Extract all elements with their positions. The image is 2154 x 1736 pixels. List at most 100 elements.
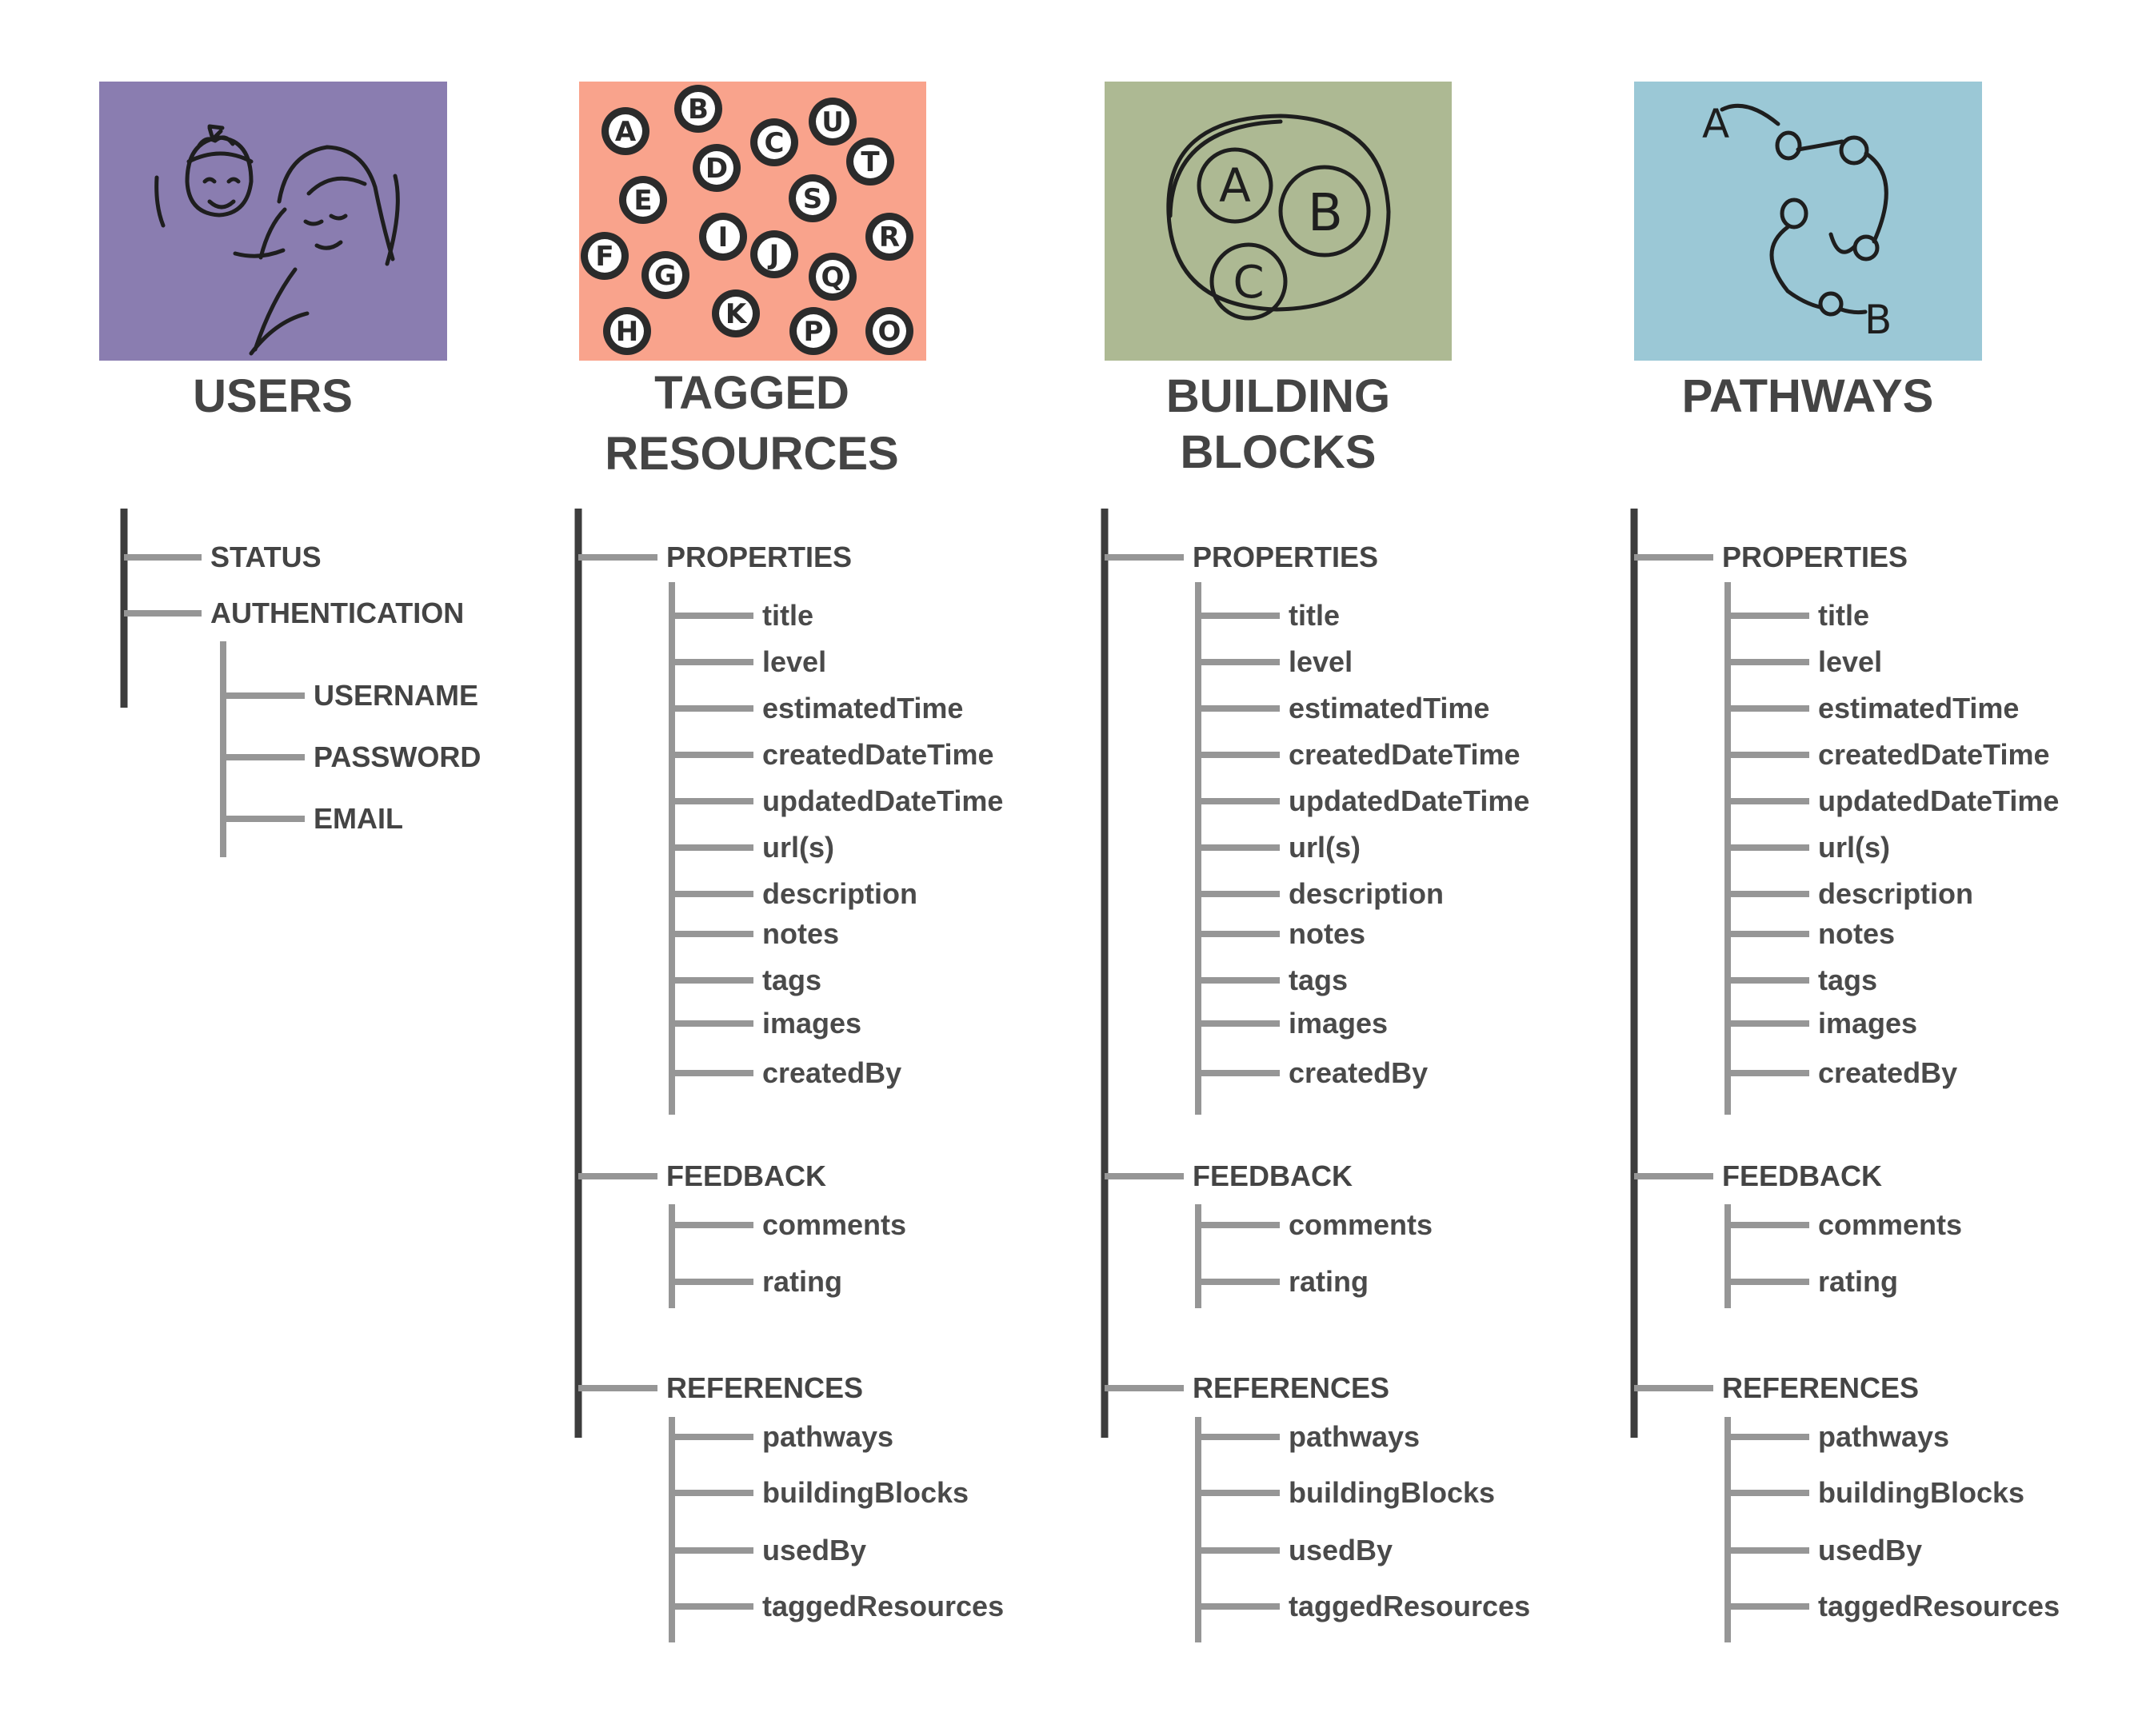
property-label: notes bbox=[762, 917, 839, 950]
property-label: images bbox=[1289, 1007, 1388, 1040]
tagged-resources-tree: PROPERTIES title level estimatedTime created… bbox=[574, 509, 1004, 1642]
users-email-label: EMAIL bbox=[314, 802, 403, 835]
tag-disc: U bbox=[809, 98, 857, 146]
pathways-title: PATHWAYS bbox=[1682, 370, 1934, 422]
tag-disc-letter: D bbox=[705, 153, 728, 185]
tag-disc-letter: O bbox=[878, 316, 901, 348]
property-label: url(s) bbox=[1818, 831, 1890, 864]
tag-disc: S bbox=[789, 174, 837, 222]
property-label: title bbox=[1289, 599, 1340, 632]
block-b-letter: B bbox=[1308, 184, 1343, 243]
tag-disc-letter: C bbox=[765, 127, 785, 159]
property-label: taggedResources bbox=[1289, 1590, 1530, 1622]
tag-disc-letter: I bbox=[718, 221, 729, 253]
property-label: createdBy bbox=[762, 1056, 901, 1089]
property-label: images bbox=[1818, 1007, 1917, 1040]
property-label: tags bbox=[1289, 964, 1348, 996]
pathways-column: A B PATHWAYS PROPERTIES title level estimat… bbox=[1630, 82, 2060, 1642]
tag-disc: R bbox=[865, 213, 913, 261]
nested-circles-abc-icon: A B C bbox=[1166, 114, 1391, 321]
users-column: USERS STATUS AUTHENTICATION USERNAME PAS… bbox=[99, 82, 481, 857]
property-label: description bbox=[1818, 877, 1973, 910]
property-label: title bbox=[1818, 599, 1869, 632]
property-label: usedBy bbox=[1289, 1534, 1393, 1566]
tag-disc: B bbox=[674, 85, 722, 133]
tag-disc: A bbox=[601, 107, 649, 155]
property-label: title bbox=[762, 599, 813, 632]
tag-disc: P bbox=[789, 307, 837, 355]
tag-disc-letter: S bbox=[803, 183, 823, 215]
tag-disc: G bbox=[641, 251, 689, 299]
property-label: level bbox=[1289, 645, 1353, 678]
property-label: createdBy bbox=[1289, 1056, 1428, 1089]
property-label: url(s) bbox=[1289, 831, 1361, 864]
property-label: tags bbox=[1818, 964, 1877, 996]
tag-disc: O bbox=[865, 307, 913, 355]
tag-disc-letter: T bbox=[861, 146, 880, 178]
property-label: comments bbox=[1289, 1208, 1433, 1241]
tag-disc: K bbox=[712, 289, 760, 337]
property-label: estimatedTime bbox=[1289, 692, 1489, 724]
property-label: tags bbox=[762, 964, 821, 996]
tag-disc-letter: A bbox=[615, 116, 637, 148]
property-label: description bbox=[762, 877, 917, 910]
section-label-references: REFERENCES bbox=[666, 1371, 863, 1404]
tag-disc-letter: E bbox=[633, 185, 652, 217]
section-label-references: REFERENCES bbox=[1193, 1371, 1389, 1404]
property-label: taggedResources bbox=[1818, 1590, 2060, 1622]
section-label-properties: PROPERTIES bbox=[666, 541, 852, 573]
tagged-resources-column: A B C UT D E S F G I J R Q H K P O TAGGED RESOURCES PROP… bbox=[574, 82, 1004, 1642]
block-a-letter: A bbox=[1219, 158, 1251, 213]
section-label-properties: PROPERTIES bbox=[1193, 541, 1378, 573]
tag-disc: T bbox=[846, 138, 894, 186]
two-sketched-faces-icon bbox=[154, 124, 400, 356]
property-label: url(s) bbox=[762, 831, 834, 864]
property-label: buildingBlocks bbox=[1818, 1476, 2024, 1509]
tag-disc: E bbox=[619, 176, 667, 224]
users-authentication-label: AUTHENTICATION bbox=[210, 597, 464, 629]
tag-disc-letter: R bbox=[879, 221, 900, 253]
property-label: comments bbox=[762, 1208, 906, 1241]
property-label: createdDateTime bbox=[762, 738, 993, 771]
tag-disc-letter: B bbox=[688, 94, 709, 126]
tag-disc-letter: K bbox=[725, 298, 748, 330]
property-label: description bbox=[1289, 877, 1444, 910]
property-label: rating bbox=[1289, 1265, 1369, 1298]
property-label: pathways bbox=[762, 1420, 893, 1453]
property-label: buildingBlocks bbox=[1289, 1476, 1495, 1509]
property-label: notes bbox=[1818, 917, 1895, 950]
section-label-feedback: FEEDBACK bbox=[666, 1159, 826, 1192]
block-c-letter: C bbox=[1233, 257, 1264, 309]
property-label: pathways bbox=[1818, 1420, 1949, 1453]
section-label-references: REFERENCES bbox=[1722, 1371, 1919, 1404]
property-label: usedBy bbox=[1818, 1534, 1922, 1566]
tag-disc-letter: J bbox=[768, 239, 780, 271]
property-label: createdDateTime bbox=[1289, 738, 1520, 771]
property-label: level bbox=[1818, 645, 1882, 678]
users-password-label: PASSWORD bbox=[314, 740, 481, 773]
tag-disc-letter: Q bbox=[821, 261, 845, 293]
building-blocks-title-line1: BUILDING bbox=[1166, 370, 1390, 422]
property-label: comments bbox=[1818, 1208, 1962, 1241]
tag-disc-letter: G bbox=[654, 260, 677, 292]
building-blocks-title-line2: BLOCKS bbox=[1181, 426, 1377, 478]
tag-disc: J bbox=[750, 230, 798, 278]
section-label-feedback: FEEDBACK bbox=[1193, 1159, 1353, 1192]
tag-disc: D bbox=[693, 144, 741, 192]
section-label-feedback: FEEDBACK bbox=[1722, 1159, 1882, 1192]
lettered-tag-discs-icon: A B C UT D E S F G I J R Q H K P O bbox=[581, 85, 913, 355]
tag-disc: I bbox=[699, 213, 747, 261]
tag-disc: F bbox=[581, 232, 629, 280]
section-label-properties: PROPERTIES bbox=[1722, 541, 1908, 573]
tag-disc: Q bbox=[809, 253, 857, 301]
tag-disc-letter: F bbox=[595, 241, 613, 273]
property-label: taggedResources bbox=[762, 1590, 1004, 1622]
building-blocks-tree: PROPERTIES title level estimatedTime created… bbox=[1101, 509, 1530, 1642]
tag-disc: H bbox=[603, 307, 651, 355]
property-label: rating bbox=[1818, 1265, 1898, 1298]
property-label: estimatedTime bbox=[1818, 692, 2019, 724]
path-end-letter: B bbox=[1864, 297, 1892, 343]
tagged-resources-title-line1: TAGGED bbox=[654, 367, 849, 419]
property-label: rating bbox=[762, 1265, 842, 1298]
